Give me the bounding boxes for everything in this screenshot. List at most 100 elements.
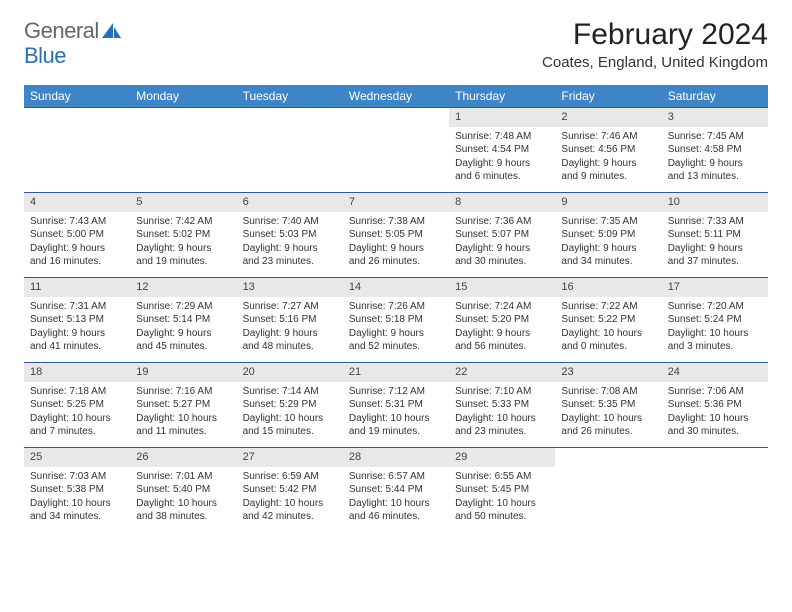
calendar-cell: 1Sunrise: 7:48 AMSunset: 4:54 PMDaylight… (449, 108, 555, 192)
day-info: Sunrise: 7:45 AMSunset: 4:58 PMDaylight:… (662, 127, 768, 188)
sunset-line: Sunset: 4:58 PM (668, 143, 762, 157)
weekday-header: Friday (555, 85, 661, 107)
calendar-cell: . (555, 448, 661, 532)
location-subtitle: Coates, England, United Kingdom (542, 54, 768, 71)
day-number: 1 (449, 108, 555, 127)
sunrise-line: Sunrise: 7:20 AM (668, 300, 762, 314)
sunrise-line: Sunrise: 7:27 AM (243, 300, 337, 314)
calendar-cell: 22Sunrise: 7:10 AMSunset: 5:33 PMDayligh… (449, 363, 555, 447)
sail-icon (101, 22, 123, 40)
day-info: Sunrise: 7:40 AMSunset: 5:03 PMDaylight:… (237, 212, 343, 273)
calendar-cell: 15Sunrise: 7:24 AMSunset: 5:20 PMDayligh… (449, 278, 555, 362)
sunset-line: Sunset: 5:29 PM (243, 398, 337, 412)
day-number: 11 (24, 278, 130, 297)
sunset-line: Sunset: 5:07 PM (455, 228, 549, 242)
daylight-line: Daylight: 10 hours and 42 minutes. (243, 497, 337, 524)
sunrise-line: Sunrise: 7:18 AM (30, 385, 124, 399)
day-info: Sunrise: 6:57 AMSunset: 5:44 PMDaylight:… (343, 467, 449, 528)
day-number: 13 (237, 278, 343, 297)
sunrise-line: Sunrise: 7:38 AM (349, 215, 443, 229)
sunset-line: Sunset: 5:44 PM (349, 483, 443, 497)
day-number: 12 (130, 278, 236, 297)
calendar-cell: 24Sunrise: 7:06 AMSunset: 5:36 PMDayligh… (662, 363, 768, 447)
calendar-cell: 8Sunrise: 7:36 AMSunset: 5:07 PMDaylight… (449, 193, 555, 277)
calendar-cell: 26Sunrise: 7:01 AMSunset: 5:40 PMDayligh… (130, 448, 236, 532)
day-info: Sunrise: 7:22 AMSunset: 5:22 PMDaylight:… (555, 297, 661, 358)
calendar-cell: 13Sunrise: 7:27 AMSunset: 5:16 PMDayligh… (237, 278, 343, 362)
daylight-line: Daylight: 9 hours and 23 minutes. (243, 242, 337, 269)
daylight-line: Daylight: 9 hours and 26 minutes. (349, 242, 443, 269)
day-info: Sunrise: 7:35 AMSunset: 5:09 PMDaylight:… (555, 212, 661, 273)
daylight-line: Daylight: 9 hours and 41 minutes. (30, 327, 124, 354)
sunset-line: Sunset: 5:40 PM (136, 483, 230, 497)
daylight-line: Daylight: 9 hours and 19 minutes. (136, 242, 230, 269)
calendar-row: 11Sunrise: 7:31 AMSunset: 5:13 PMDayligh… (24, 277, 768, 362)
sunset-line: Sunset: 4:54 PM (455, 143, 549, 157)
day-info: Sunrise: 7:10 AMSunset: 5:33 PMDaylight:… (449, 382, 555, 443)
weekday-header: Saturday (662, 85, 768, 107)
daylight-line: Daylight: 9 hours and 13 minutes. (668, 157, 762, 184)
day-number: 2 (555, 108, 661, 127)
sunset-line: Sunset: 5:03 PM (243, 228, 337, 242)
sunset-line: Sunset: 5:20 PM (455, 313, 549, 327)
daylight-line: Daylight: 10 hours and 15 minutes. (243, 412, 337, 439)
calendar-cell: 28Sunrise: 6:57 AMSunset: 5:44 PMDayligh… (343, 448, 449, 532)
calendar-row: ....1Sunrise: 7:48 AMSunset: 4:54 PMDayl… (24, 107, 768, 192)
sunset-line: Sunset: 5:33 PM (455, 398, 549, 412)
sunrise-line: Sunrise: 7:35 AM (561, 215, 655, 229)
day-info: Sunrise: 7:27 AMSunset: 5:16 PMDaylight:… (237, 297, 343, 358)
sunset-line: Sunset: 5:36 PM (668, 398, 762, 412)
daylight-line: Daylight: 10 hours and 30 minutes. (668, 412, 762, 439)
day-number: 14 (343, 278, 449, 297)
calendar-cell: 3Sunrise: 7:45 AMSunset: 4:58 PMDaylight… (662, 108, 768, 192)
calendar-cell: 2Sunrise: 7:46 AMSunset: 4:56 PMDaylight… (555, 108, 661, 192)
calendar-cell: 16Sunrise: 7:22 AMSunset: 5:22 PMDayligh… (555, 278, 661, 362)
sunrise-line: Sunrise: 6:55 AM (455, 470, 549, 484)
day-number: 29 (449, 448, 555, 467)
sunrise-line: Sunrise: 6:57 AM (349, 470, 443, 484)
calendar-cell: 25Sunrise: 7:03 AMSunset: 5:38 PMDayligh… (24, 448, 130, 532)
sunset-line: Sunset: 5:35 PM (561, 398, 655, 412)
day-info: Sunrise: 7:29 AMSunset: 5:14 PMDaylight:… (130, 297, 236, 358)
brand-logo: General (24, 18, 123, 44)
sunset-line: Sunset: 5:16 PM (243, 313, 337, 327)
calendar-cell: 14Sunrise: 7:26 AMSunset: 5:18 PMDayligh… (343, 278, 449, 362)
sunset-line: Sunset: 5:31 PM (349, 398, 443, 412)
brand-part1: General (24, 18, 99, 44)
day-info: Sunrise: 7:03 AMSunset: 5:38 PMDaylight:… (24, 467, 130, 528)
day-number: 7 (343, 193, 449, 212)
day-info: Sunrise: 7:33 AMSunset: 5:11 PMDaylight:… (662, 212, 768, 273)
sunset-line: Sunset: 5:05 PM (349, 228, 443, 242)
sunrise-line: Sunrise: 7:12 AM (349, 385, 443, 399)
day-info: Sunrise: 7:18 AMSunset: 5:25 PMDaylight:… (24, 382, 130, 443)
weekday-header: Wednesday (343, 85, 449, 107)
sunset-line: Sunset: 5:00 PM (30, 228, 124, 242)
header: General February 2024 Coates, England, U… (24, 18, 768, 71)
sunrise-line: Sunrise: 7:06 AM (668, 385, 762, 399)
day-info: Sunrise: 7:01 AMSunset: 5:40 PMDaylight:… (130, 467, 236, 528)
day-number: 17 (662, 278, 768, 297)
sunset-line: Sunset: 5:18 PM (349, 313, 443, 327)
day-number: 22 (449, 363, 555, 382)
day-info: Sunrise: 7:06 AMSunset: 5:36 PMDaylight:… (662, 382, 768, 443)
sunset-line: Sunset: 4:56 PM (561, 143, 655, 157)
daylight-line: Daylight: 9 hours and 6 minutes. (455, 157, 549, 184)
calendar-cell: 4Sunrise: 7:43 AMSunset: 5:00 PMDaylight… (24, 193, 130, 277)
sunset-line: Sunset: 5:22 PM (561, 313, 655, 327)
daylight-line: Daylight: 10 hours and 38 minutes. (136, 497, 230, 524)
sunrise-line: Sunrise: 7:16 AM (136, 385, 230, 399)
day-number: 21 (343, 363, 449, 382)
day-info: Sunrise: 7:24 AMSunset: 5:20 PMDaylight:… (449, 297, 555, 358)
sunrise-line: Sunrise: 7:10 AM (455, 385, 549, 399)
calendar-row: 25Sunrise: 7:03 AMSunset: 5:38 PMDayligh… (24, 447, 768, 532)
weekday-header: Thursday (449, 85, 555, 107)
calendar-cell: 21Sunrise: 7:12 AMSunset: 5:31 PMDayligh… (343, 363, 449, 447)
sunrise-line: Sunrise: 7:01 AM (136, 470, 230, 484)
weekday-header: Tuesday (237, 85, 343, 107)
day-info: Sunrise: 6:55 AMSunset: 5:45 PMDaylight:… (449, 467, 555, 528)
day-number: 18 (24, 363, 130, 382)
sunrise-line: Sunrise: 7:36 AM (455, 215, 549, 229)
day-info: Sunrise: 7:36 AMSunset: 5:07 PMDaylight:… (449, 212, 555, 273)
calendar-cell: . (237, 108, 343, 192)
day-info: Sunrise: 6:59 AMSunset: 5:42 PMDaylight:… (237, 467, 343, 528)
